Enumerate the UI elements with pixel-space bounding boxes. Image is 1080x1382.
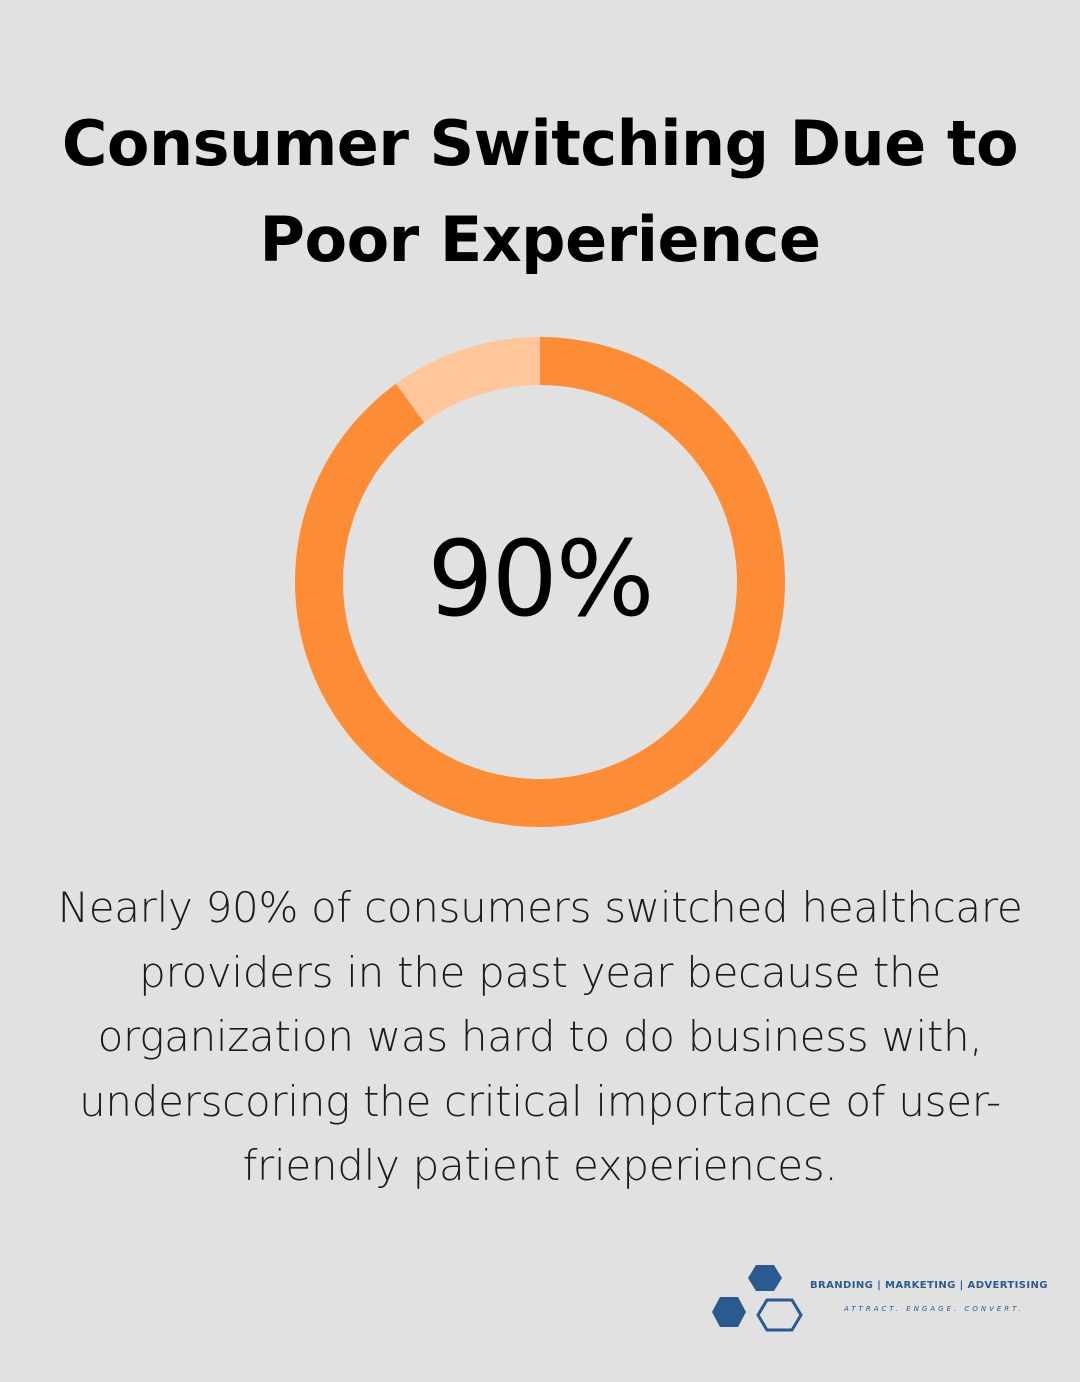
- hexagon-cluster-icon: [712, 1265, 803, 1332]
- company-logo: BRANDING | MARKETING | ADVERTISING ATTRA…: [708, 1262, 1048, 1342]
- description-line-4: underscoring the critical importance of …: [79, 1076, 1001, 1126]
- logo-tagline-primary: BRANDING | MARKETING | ADVERTISING: [810, 1280, 1048, 1291]
- description-text: Nearly 90% of consumers switched healthc…: [30, 876, 1050, 1199]
- donut-chart: 90%: [295, 337, 785, 827]
- description-line-3: organization was hard to do business wit…: [97, 1012, 983, 1061]
- description-line-2: providers in the past year because the: [139, 947, 941, 997]
- donut-chart-svg: [295, 337, 785, 827]
- donut-center-value: 90%: [427, 518, 654, 640]
- donut-slice-2: [395, 337, 540, 423]
- description-line-5: friendly patient experiences.: [242, 1141, 838, 1190]
- page-title: Consumer Switching Due to Poor Experienc…: [0, 96, 1080, 288]
- title-line-1: Consumer Switching Due to: [61, 107, 1019, 180]
- description-line-1: Nearly 90% of consumers switched healthc…: [57, 883, 1023, 932]
- title-line-2: Poor Experience: [259, 203, 821, 276]
- logo-tagline-secondary: ATTRACT. ENGAGE. CONVERT.: [844, 1305, 1024, 1313]
